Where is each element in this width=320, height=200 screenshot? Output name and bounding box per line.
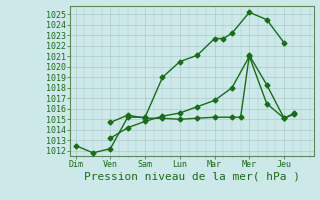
X-axis label: Pression niveau de la mer( hPa ): Pression niveau de la mer( hPa )	[84, 172, 300, 182]
